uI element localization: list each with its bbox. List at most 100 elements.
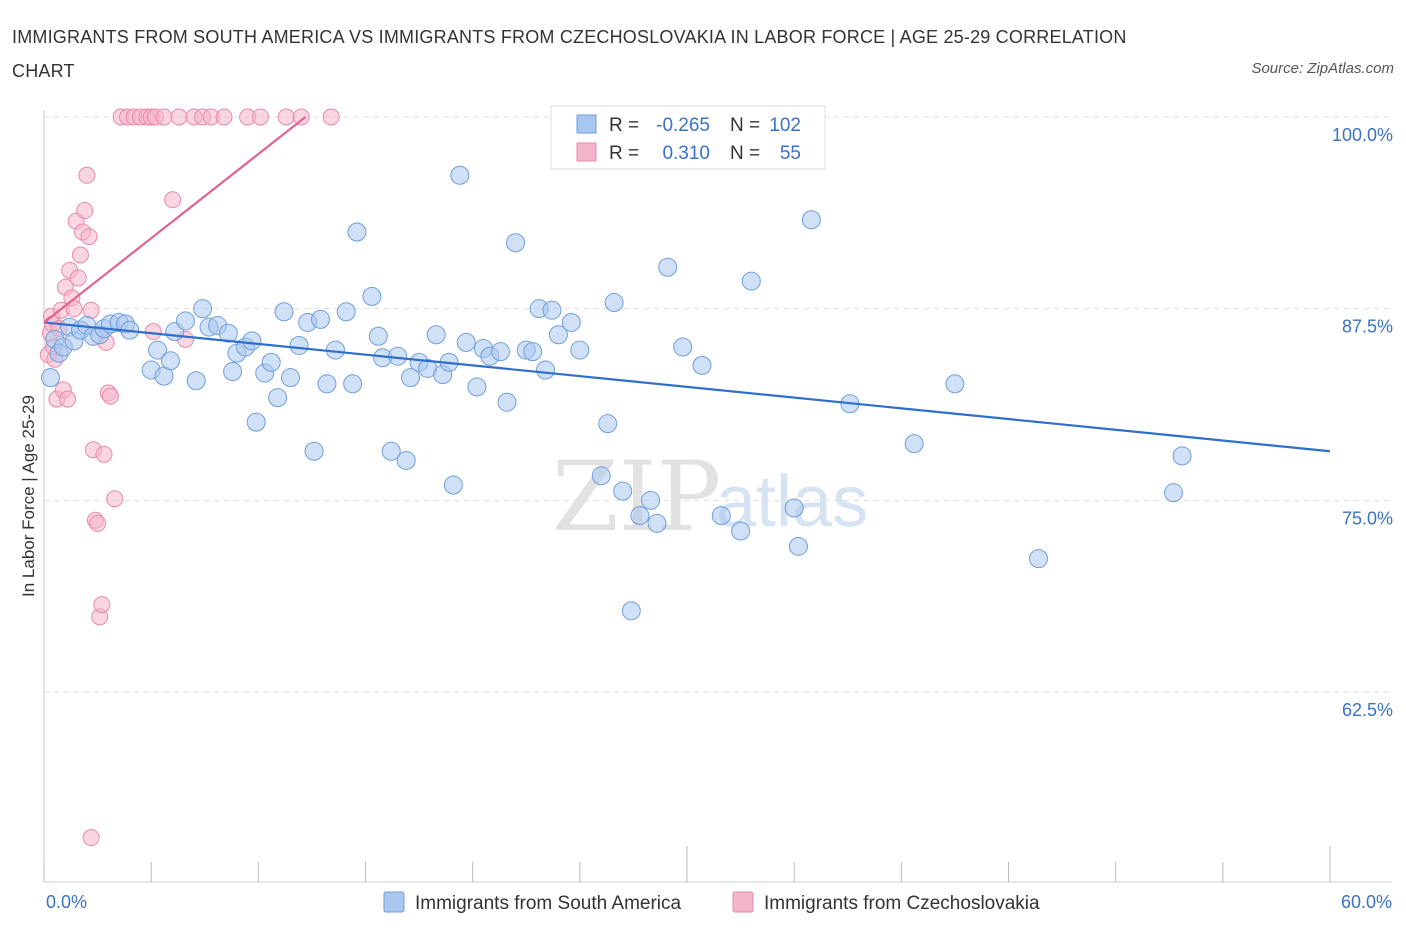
legend-n-label-2: N = [730,143,760,164]
series-legend: Immigrants from South America Immigrants… [383,891,1040,914]
south-america-point [336,302,356,322]
south-america-point [242,331,262,351]
south-america-point [621,601,641,621]
czechoslovakia-point [89,514,107,532]
czechoslovakia-point [170,108,188,126]
south-america-point [218,323,238,343]
south-america-point [598,414,618,434]
south-america-point [788,536,808,556]
czechoslovakia-points [39,108,340,847]
axes [43,110,1392,883]
bottom-legend-swatch-pink [732,891,754,913]
y-tick-label: 62.5% [1342,700,1393,720]
south-america-point [304,441,324,461]
south-america-point [784,498,804,518]
south-america-point [193,299,213,319]
czechoslovakia-point [144,323,162,341]
south-america-point [347,222,367,242]
south-america-point [497,392,517,412]
legend-n-label-1: N = [730,115,760,136]
south-america-point [1029,549,1049,569]
legend-r-value-2: 0.310 [662,143,710,164]
south-america-point [1172,446,1192,466]
south-america-point [368,326,388,346]
south-america-point [731,521,751,541]
bottom-legend-swatch-blue [383,891,405,913]
czechoslovakia-point [106,490,124,508]
south-america-point [310,309,330,329]
x-tick-label-max: 60.0% [1341,892,1392,912]
czechoslovakia-point [322,108,340,126]
czechoslovakia-point [78,166,96,184]
south-america-point [711,506,731,526]
south-america-point [630,506,650,526]
chart-source: Source: ZipAtlas.com [1251,60,1394,77]
south-america-point [223,362,243,382]
czechoslovakia-point [80,228,98,246]
czechoslovakia-trend-line [43,116,307,324]
south-america-point [561,312,581,332]
south-america-point [268,388,288,408]
south-america-point [591,466,611,486]
bottom-legend-label-2: Immigrants from Czechoslovakia [764,893,1040,914]
south-america-point [673,337,693,357]
south-america-point [401,368,421,388]
south-america-point [40,368,60,388]
y-tick-labels: 100.0% 87.5% 75.0% 62.5% [1332,125,1393,720]
south-america-point [491,342,511,362]
czechoslovakia-point [65,300,83,318]
legend-r-label-1: R = [609,115,639,136]
south-america-point [523,342,543,362]
south-america-point [658,257,678,277]
south-america-point [548,325,568,345]
x-tick-label-min: 0.0% [46,892,87,912]
czechoslovakia-point [71,246,89,264]
south-america-point [741,271,761,291]
legend-swatch-blue [576,114,597,134]
south-america-point [467,377,487,397]
legend-n-value-2: 55 [780,143,801,164]
south-america-point [506,233,526,253]
south-america-point [945,374,965,394]
correlation-legend: R = -0.265 N = 102 R = 0.310 N = 55 [550,105,826,170]
czechoslovakia-point [251,108,269,126]
x-tick-marks [43,846,1331,882]
south-america-point [175,311,195,331]
gridlines [44,116,1392,693]
bottom-legend-label-1: Immigrants from South America [415,893,682,914]
czechoslovakia-point [76,202,94,220]
south-america-point [343,374,363,394]
south-america-point [443,475,463,495]
y-tick-label: 87.5% [1342,317,1393,337]
y-tick-label: 100.0% [1332,125,1393,145]
czechoslovakia-point [101,387,119,405]
czechoslovakia-point [82,829,100,847]
south-america-point [570,340,590,360]
south-america-point [426,325,446,345]
czechoslovakia-point [95,445,113,463]
south-america-point [396,450,416,470]
south-america-point [801,210,821,230]
south-america-point [613,481,633,501]
south-america-points [40,107,1192,621]
czechoslovakia-point [82,301,100,319]
south-america-point [450,165,470,185]
czechoslovakia-point [215,108,233,126]
czechoslovakia-point [164,191,182,209]
trend-lines [43,116,1331,453]
south-america-point [536,360,556,380]
south-america-point [246,412,266,432]
south-america-point [274,302,294,322]
south-america-point [381,441,401,461]
south-america-point [186,371,206,391]
czechoslovakia-point [277,108,295,126]
south-america-point [1164,483,1184,503]
south-america-point [289,335,309,355]
legend-r-label-2: R = [609,143,639,164]
czechoslovakia-point [292,108,310,126]
legend-n-value-1: 102 [769,115,801,136]
south-america-point [904,434,924,454]
legend-swatch-pink [576,142,597,162]
south-america-point [542,300,562,320]
